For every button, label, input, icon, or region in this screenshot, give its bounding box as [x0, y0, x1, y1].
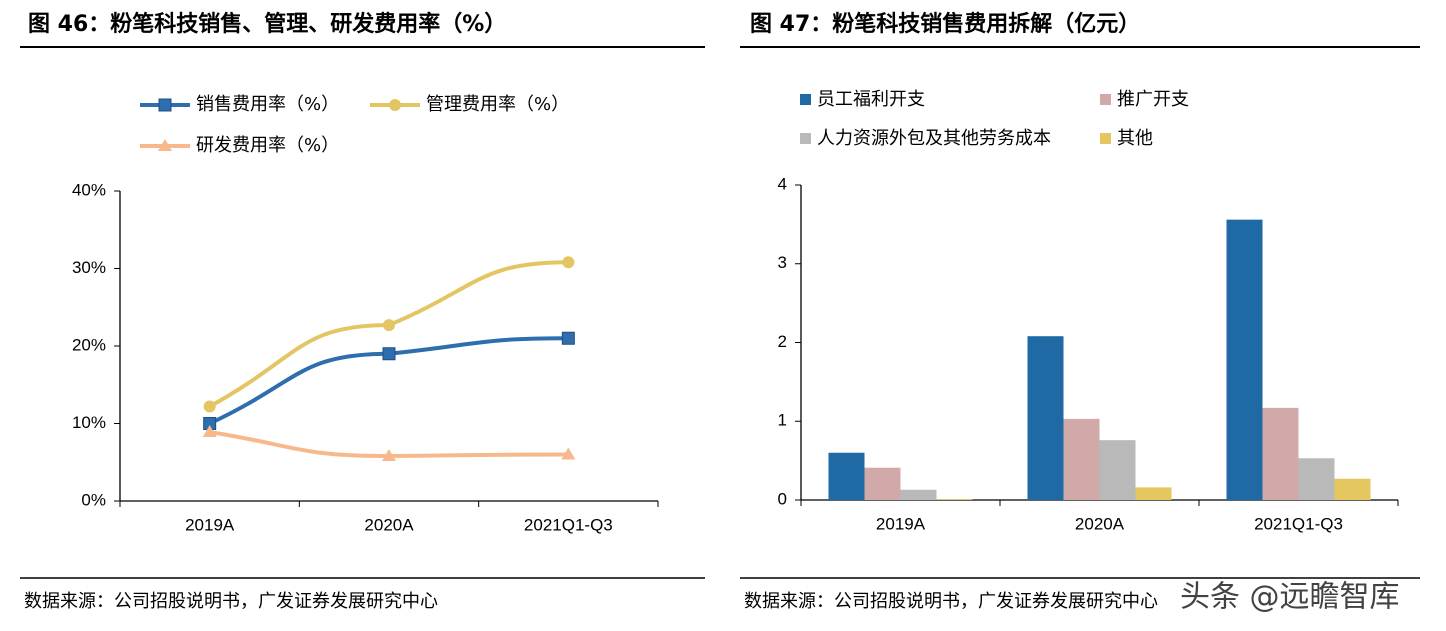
x-tick-label: 2019A	[876, 514, 926, 533]
bar	[1135, 487, 1172, 500]
legend-swatch	[1100, 94, 1111, 105]
y-tick-label: 20%	[72, 335, 106, 354]
bar	[828, 452, 865, 500]
x-tick-label: 2020A	[364, 515, 414, 534]
source: 数据来源：公司招股说明书，广发证券发展研究中心	[24, 591, 438, 612]
y-tick-label: 4	[778, 174, 787, 193]
chart-title: 图 47：粉笔科技销售费用拆解（亿元）	[750, 11, 1140, 37]
watermark: 头条 @远瞻智库	[1180, 580, 1400, 615]
marker	[561, 331, 575, 345]
y-tick-label: 10%	[72, 413, 106, 432]
x-tick-label: 2021Q1-Q3	[1254, 514, 1343, 533]
bar	[1027, 336, 1064, 500]
marker	[561, 447, 576, 460]
marker	[389, 99, 401, 111]
marker	[382, 449, 396, 462]
bar	[1262, 407, 1299, 500]
bar	[864, 467, 901, 500]
marker	[158, 139, 172, 151]
legend-swatch	[800, 94, 811, 105]
bar	[900, 489, 937, 500]
legend-label: 人力资源外包及其他劳务成本	[817, 128, 1051, 149]
marker	[382, 347, 396, 361]
marker	[202, 425, 217, 438]
y-tick-label: 0%	[81, 490, 106, 509]
bar	[1226, 219, 1263, 500]
y-tick-label: 3	[778, 253, 787, 272]
legend-label: 推广开支	[1117, 89, 1189, 110]
chart-title: 图 46：粉笔科技销售、管理、研发费用率（%）	[28, 11, 506, 37]
y-tick-label: 1	[778, 411, 787, 430]
bar	[1063, 418, 1100, 500]
bar	[1099, 440, 1136, 500]
x-tick-label: 2020A	[1075, 514, 1125, 533]
bar	[936, 499, 973, 500]
source: 数据来源：公司招股说明书，广发证券发展研究中心	[744, 591, 1158, 612]
x-tick-label: 2021Q1-Q3	[524, 515, 613, 534]
bar	[1298, 458, 1335, 500]
x-tick-label: 2019A	[185, 515, 235, 534]
legend-label: 其他	[1117, 128, 1153, 149]
legend-swatch	[1100, 133, 1111, 144]
legend-swatch	[800, 133, 811, 144]
marker	[562, 256, 575, 269]
legend-label: 员工福利开支	[817, 89, 925, 110]
marker	[203, 400, 216, 413]
y-tick-label: 0	[778, 489, 787, 508]
marker	[158, 98, 172, 112]
y-tick-label: 2	[778, 332, 787, 351]
y-tick-label: 40%	[72, 180, 106, 199]
marker	[383, 319, 395, 332]
legend-label: 研发费用率（%）	[196, 135, 339, 156]
line	[208, 260, 569, 409]
y-tick-label: 30%	[72, 258, 106, 277]
bar	[1334, 478, 1371, 500]
legend-label: 销售费用率（%）	[196, 94, 339, 115]
legend-label: 管理费用率（%）	[426, 94, 569, 115]
